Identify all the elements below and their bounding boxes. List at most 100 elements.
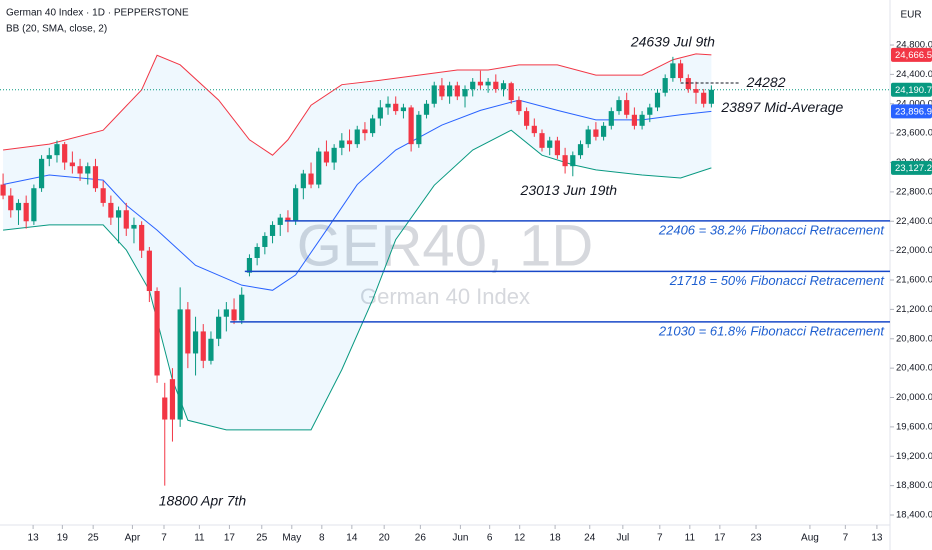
fib-label: 21718 = 50% Fibonacci Retracement (669, 273, 886, 288)
candle-body (308, 173, 314, 185)
candle-body (577, 144, 584, 156)
candle-body (269, 224, 276, 236)
candle-body (470, 81, 476, 90)
candle-body (115, 210, 122, 218)
candle-body (493, 81, 499, 90)
candle-body (608, 111, 614, 126)
y-tick-label: 22,400.0 (896, 216, 932, 227)
candle-body (531, 125, 537, 134)
currency-label: EUR (900, 10, 921, 21)
x-tick-label: 17 (224, 533, 236, 544)
x-tick-label: 7 (843, 533, 849, 544)
candle-body (169, 379, 176, 420)
candle-body (8, 195, 14, 211)
band-line (3, 129, 712, 431)
x-tick-label: 17 (714, 533, 726, 544)
x-tick-label: Apr (125, 533, 141, 544)
price-badge-label: 23,127.2 (895, 163, 932, 174)
x-tick-label: 13 (28, 533, 40, 544)
y-tick-label: 20,800.0 (896, 333, 932, 344)
candle-body (300, 173, 306, 189)
y-tick-label: 22,000.0 (896, 245, 932, 256)
candle-body (38, 158, 45, 189)
candle-body (277, 217, 283, 225)
candle-body (554, 140, 561, 156)
price-badge (891, 82, 932, 97)
fib-label: 22406 = 38.2% Fibonacci Retracement (658, 222, 885, 237)
candle-body (454, 85, 460, 97)
candle-body (285, 217, 291, 222)
x-tick-label: 8 (319, 533, 325, 544)
annotation: 18800 Apr 7th (159, 492, 247, 508)
candle-body (15, 202, 22, 211)
candle-body (708, 89, 714, 104)
candle-body (447, 85, 453, 97)
candle-body (231, 309, 237, 321)
x-tick-label: May (282, 533, 301, 544)
x-tick-label: 11 (194, 533, 205, 544)
y-tick-label: 24,800.0 (896, 40, 932, 51)
x-tick-label: 25 (88, 533, 100, 544)
candle-body (293, 188, 299, 222)
y-tick-label: 18,800.0 (896, 480, 932, 491)
x-tick-label: 26 (415, 533, 427, 544)
candle-body (92, 166, 99, 189)
candle-body (524, 111, 530, 126)
y-tick-label: 19,200.0 (896, 451, 932, 462)
price-badge-label: 24,190.7 (895, 85, 932, 96)
candle-body (600, 125, 607, 137)
candle-body (477, 81, 484, 86)
candle-body (408, 107, 414, 145)
x-tick-label: 25 (256, 533, 268, 544)
candle-body (208, 338, 214, 361)
candle-body (85, 166, 91, 174)
chart-title: German 40 Index · 1D · PEPPERSTONE (6, 8, 189, 19)
x-tick-label: 11 (685, 533, 696, 544)
candle-body (500, 83, 507, 90)
fib-label: 21030 = 61.8% Fibonacci Retracement (658, 323, 885, 338)
x-tick-label: 7 (657, 533, 663, 544)
price-badge (891, 104, 932, 119)
candle-body (316, 151, 322, 185)
candle-body (416, 114, 422, 145)
x-tick-label: 6 (487, 533, 493, 544)
x-tick-label: 13 (871, 533, 883, 544)
candle-body (485, 81, 491, 86)
candle-body (31, 188, 37, 222)
candle-body (377, 107, 383, 119)
candle-body (192, 331, 199, 354)
watermark-name: German 40 Index (360, 284, 530, 309)
candle-body (69, 162, 75, 167)
candle-body (539, 133, 545, 148)
y-tick-label: 21,600.0 (896, 275, 932, 286)
candle-body (585, 129, 591, 145)
candle-body (185, 309, 191, 354)
x-tick-label: Jul (616, 533, 629, 544)
candle-body (685, 78, 691, 90)
annotation: 23897 Mid-Average (720, 99, 843, 115)
candle-body (677, 63, 684, 79)
x-tick-label: Aug (801, 533, 819, 544)
x-tick-label: 12 (514, 533, 526, 544)
candle-body (662, 78, 668, 93)
candle-body (508, 83, 514, 101)
price-badge (891, 47, 932, 62)
candle-body (654, 92, 661, 108)
watermark-symbol: GER40, 1D (297, 213, 594, 278)
y-tick-label: 18,400.0 (896, 510, 932, 521)
candle-body (331, 147, 337, 163)
x-tick-label: 19 (57, 533, 69, 544)
y-tick-label: 24,000.0 (896, 98, 932, 109)
y-tick-label: 20,400.0 (896, 363, 932, 374)
candle-body (177, 309, 183, 420)
candle-body (462, 89, 468, 97)
candle-body (346, 140, 353, 145)
band-line (2, 99, 712, 291)
candle-body (162, 397, 168, 420)
candle-body (239, 294, 245, 321)
y-tick-label: 19,600.0 (896, 421, 932, 432)
candle-body (693, 89, 699, 93)
annotation: 23013 Jun 19th (520, 182, 618, 198)
candle-body (516, 100, 522, 112)
candle-body (200, 331, 206, 361)
